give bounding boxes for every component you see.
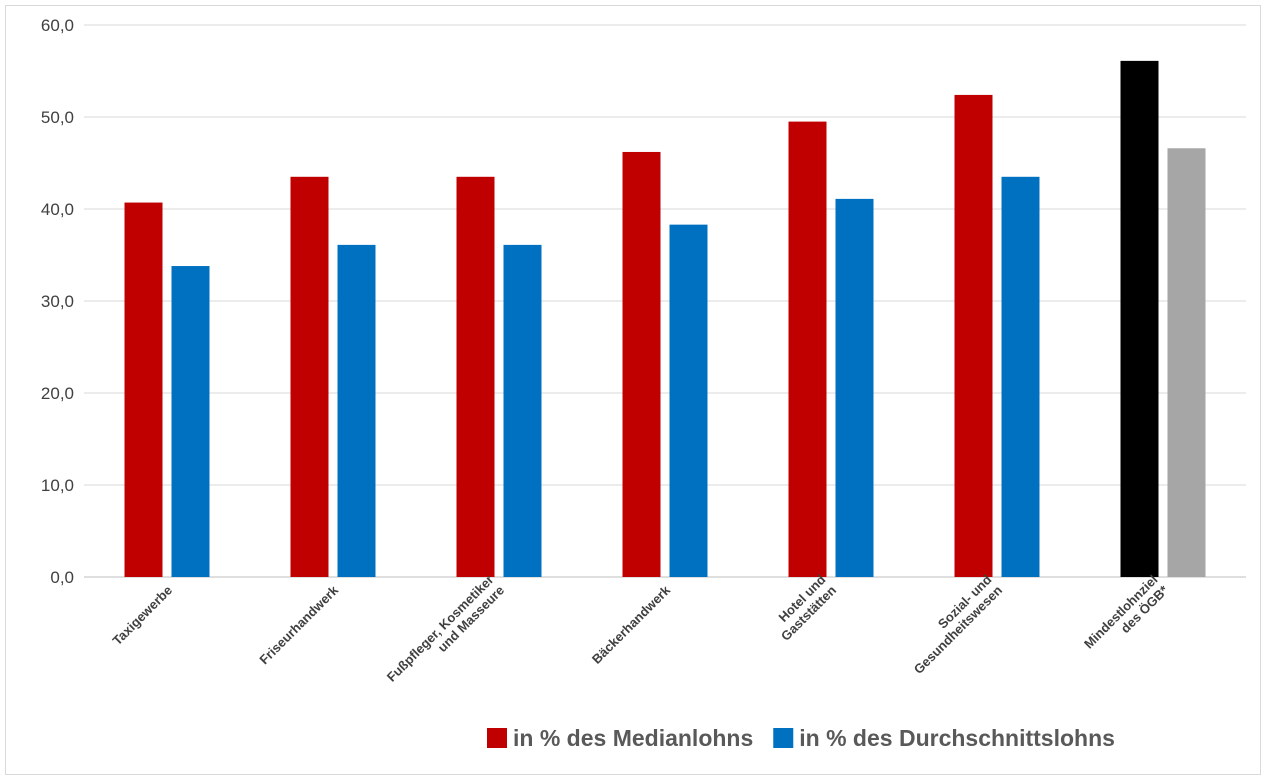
y-tick-label: 50,0 <box>41 108 74 127</box>
bar <box>669 224 708 577</box>
bar <box>1167 148 1206 577</box>
bars <box>124 60 1206 578</box>
bar <box>503 244 542 577</box>
category-label-line: Friseurhandwerk <box>256 582 341 667</box>
legend-swatch <box>487 728 507 748</box>
legend-label: in % des Medianlohns <box>513 725 753 751</box>
y-tick-label: 30,0 <box>41 292 74 311</box>
category-label-line: Bäckerhandwerk <box>589 582 674 667</box>
bar <box>124 202 163 577</box>
category-label-line: Fußpfleger, Kosmetiker <box>384 572 497 685</box>
category-label: Bäckerhandwerk <box>589 582 674 667</box>
y-axis: 0,0 10,0 20,0 30,0 40,0 50,0 60,0 <box>41 16 74 587</box>
bar <box>788 121 827 577</box>
bar <box>1001 176 1040 578</box>
bar <box>622 151 661 577</box>
bar <box>954 94 993 578</box>
y-tick-label: 20,0 <box>41 384 74 403</box>
bar <box>337 244 376 577</box>
y-tick-label: 0,0 <box>50 568 74 587</box>
gridlines <box>84 24 1246 578</box>
chart-frame <box>5 5 1261 775</box>
legend-swatch <box>773 728 794 748</box>
y-tick-label: 40,0 <box>41 200 74 219</box>
bar <box>171 266 210 577</box>
bar <box>456 176 495 578</box>
bar <box>835 198 874 577</box>
y-tick-label: 60,0 <box>41 16 74 35</box>
category-label: Taxigewerbe <box>110 583 176 649</box>
legend: in % des Medianlohns in % des Durchschnit… <box>487 725 1115 751</box>
y-tick-label: 10,0 <box>41 476 74 495</box>
category-label-line: Taxigewerbe <box>110 583 176 649</box>
category-label: Friseurhandwerk <box>256 582 341 667</box>
legend-label: in % des Durchschnittslohns <box>799 725 1115 751</box>
bar <box>1120 60 1159 577</box>
x-axis: Taxigewerbe Friseurhandwerk Fußpfleger, Ko… <box>110 572 1172 685</box>
bar <box>290 176 329 578</box>
